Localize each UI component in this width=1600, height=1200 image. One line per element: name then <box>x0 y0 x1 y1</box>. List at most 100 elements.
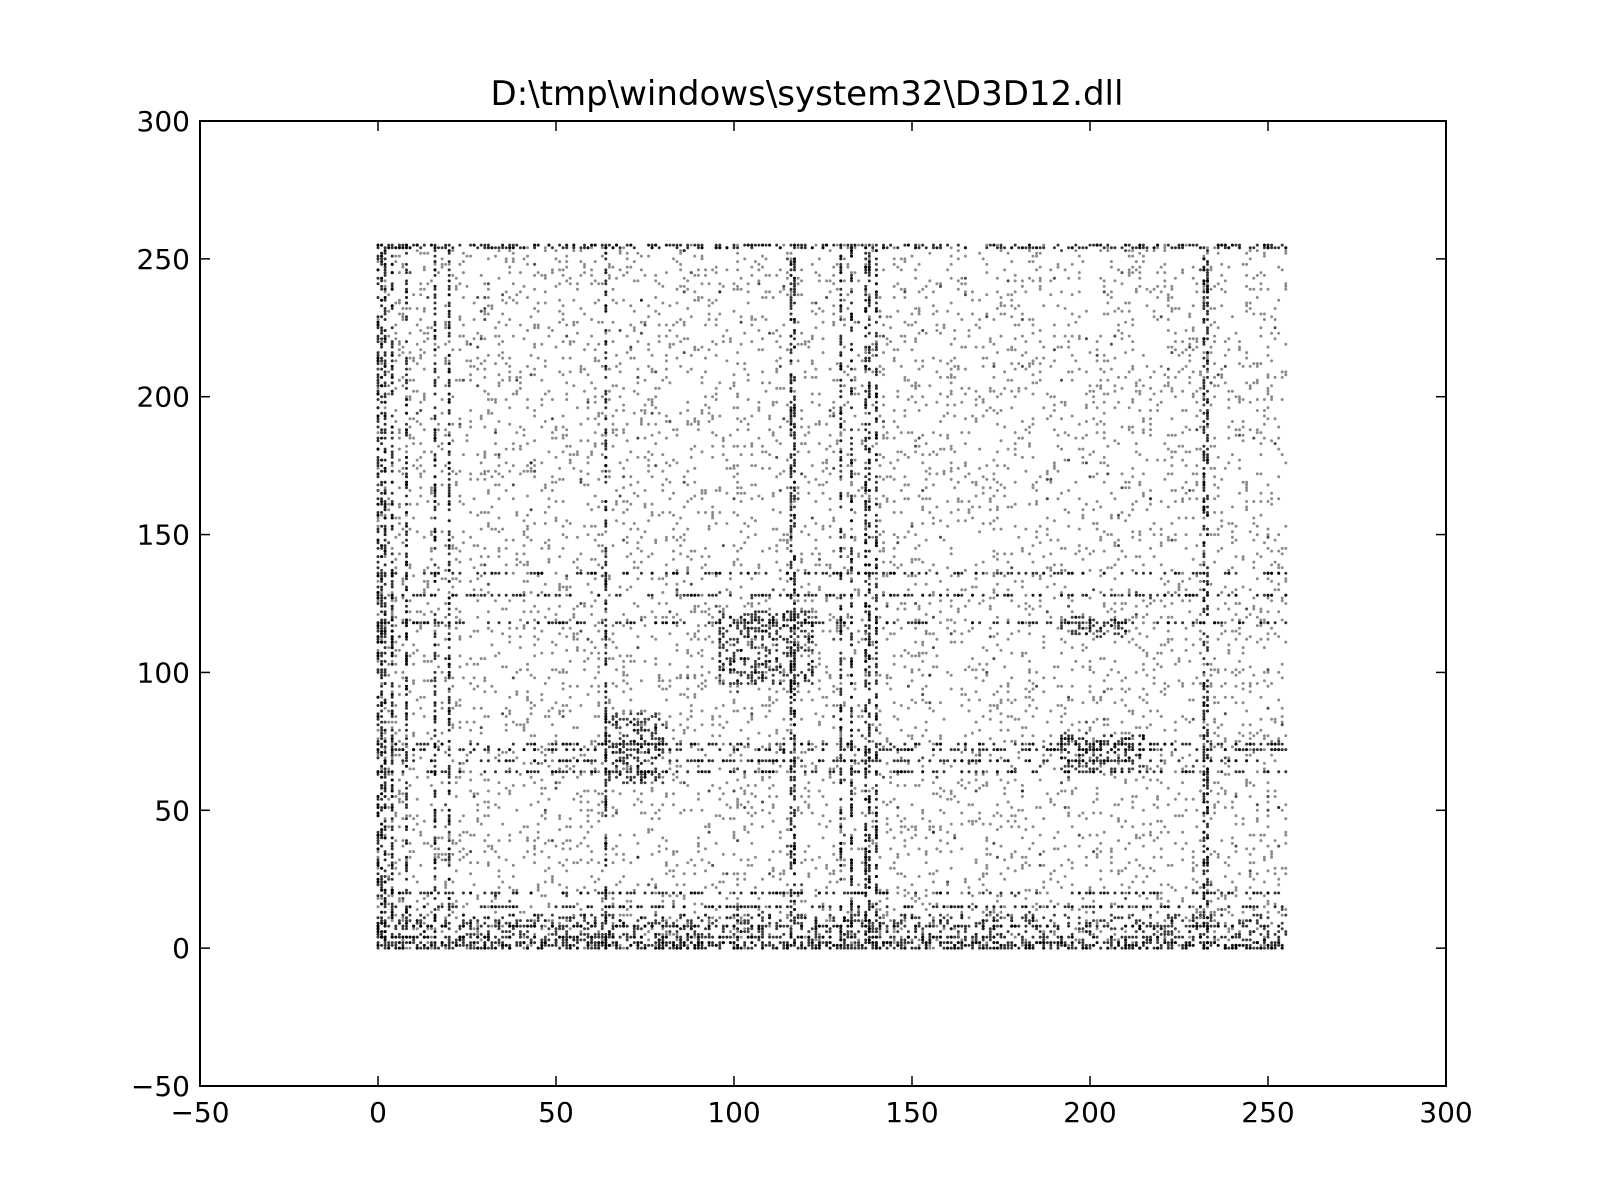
scatter-point <box>1078 834 1081 837</box>
scatter-point <box>544 365 547 368</box>
scatter-point <box>533 847 536 850</box>
scatter-point <box>1181 500 1184 503</box>
scatter-point <box>790 257 793 260</box>
scatter-point <box>757 646 760 649</box>
scatter-point <box>736 798 739 801</box>
scatter-point <box>594 359 597 362</box>
scatter-point <box>1160 690 1163 693</box>
scatter-point <box>579 249 582 252</box>
scatter-point <box>960 500 963 503</box>
scatter-point <box>558 588 561 591</box>
scatter-point <box>1163 583 1166 586</box>
scatter-point <box>1185 517 1188 520</box>
scatter-point <box>1277 426 1280 429</box>
scatter-point <box>761 776 764 779</box>
scatter-point <box>893 246 896 249</box>
scatter-point <box>640 561 643 564</box>
scatter-point <box>676 864 679 867</box>
scatter-point <box>576 646 579 649</box>
scatter-point <box>533 919 536 922</box>
scatter-point <box>476 357 479 360</box>
scatter-point <box>932 947 935 950</box>
scatter-point <box>1089 665 1092 668</box>
scatter-point <box>1281 376 1284 379</box>
scatter-point <box>1213 745 1216 748</box>
scatter-point <box>622 712 625 715</box>
scatter-point <box>953 450 956 453</box>
scatter-point <box>651 511 654 514</box>
scatter-point <box>1092 508 1095 511</box>
scatter-point <box>401 351 404 354</box>
scatter-point <box>765 715 768 718</box>
scatter-point <box>1206 357 1209 360</box>
scatter-point <box>437 271 440 274</box>
scatter-point <box>903 536 906 539</box>
scatter-point <box>594 348 597 351</box>
scatter-point <box>683 475 686 478</box>
scatter-point <box>608 263 611 266</box>
scatter-point <box>718 591 721 594</box>
scatter-point <box>864 348 867 351</box>
scatter-point <box>483 456 486 459</box>
scatter-point <box>1185 638 1188 641</box>
scatter-point <box>1156 318 1159 321</box>
scatter-point <box>811 362 814 365</box>
scatter-point <box>1199 533 1202 536</box>
scatter-point <box>871 244 874 247</box>
scatter-point <box>1238 602 1241 605</box>
scatter-point <box>722 335 725 338</box>
scatter-point <box>523 784 526 787</box>
scatter-point <box>864 671 867 674</box>
scatter-point <box>583 368 586 371</box>
scatter-point <box>1142 649 1145 652</box>
scatter-point <box>651 514 654 517</box>
scatter-point <box>1202 478 1205 481</box>
scatter-point <box>814 767 817 770</box>
scatter-point <box>451 685 454 688</box>
scatter-point <box>733 872 736 875</box>
scatter-point <box>804 569 807 572</box>
scatter-point <box>1099 536 1102 539</box>
scatter-point <box>562 842 565 845</box>
scatter-point <box>846 464 849 467</box>
scatter-point <box>718 767 721 770</box>
scatter-point <box>893 257 896 260</box>
scatter-point <box>779 663 782 666</box>
scatter-point <box>458 699 461 702</box>
scatter-point <box>811 464 814 467</box>
scatter-point <box>1142 354 1145 357</box>
scatter-point <box>1192 861 1195 864</box>
scatter-point <box>1017 825 1020 828</box>
scatter-point <box>683 351 686 354</box>
scatter-point <box>843 404 846 407</box>
scatter-point <box>426 337 429 340</box>
scatter-point <box>1181 900 1184 903</box>
scatter-point <box>458 858 461 861</box>
scatter-point <box>1213 395 1216 398</box>
scatter-point <box>935 453 938 456</box>
scatter-point <box>932 792 935 795</box>
scatter-point <box>985 663 988 666</box>
scatter-point <box>419 621 422 624</box>
scatter-point <box>547 856 550 859</box>
scatter-point <box>523 257 526 260</box>
scatter-point <box>1160 652 1163 655</box>
scatter-point <box>1014 936 1017 939</box>
scatter-point <box>523 591 526 594</box>
scatter-point <box>668 381 671 384</box>
scatter-point <box>864 492 867 495</box>
scatter-point <box>409 654 412 657</box>
scatter-point <box>1167 434 1170 437</box>
scatter-point <box>733 745 736 748</box>
scatter-point <box>430 947 433 950</box>
scatter-point <box>401 472 404 475</box>
scatter-point <box>765 905 768 908</box>
scatter-point <box>693 936 696 939</box>
scatter-point <box>1267 671 1270 674</box>
scatter-point <box>533 635 536 638</box>
scatter-point <box>1124 867 1127 870</box>
scatter-point <box>1167 299 1170 302</box>
scatter-point <box>946 831 949 834</box>
scatter-point <box>900 257 903 260</box>
scatter-point <box>587 809 590 812</box>
